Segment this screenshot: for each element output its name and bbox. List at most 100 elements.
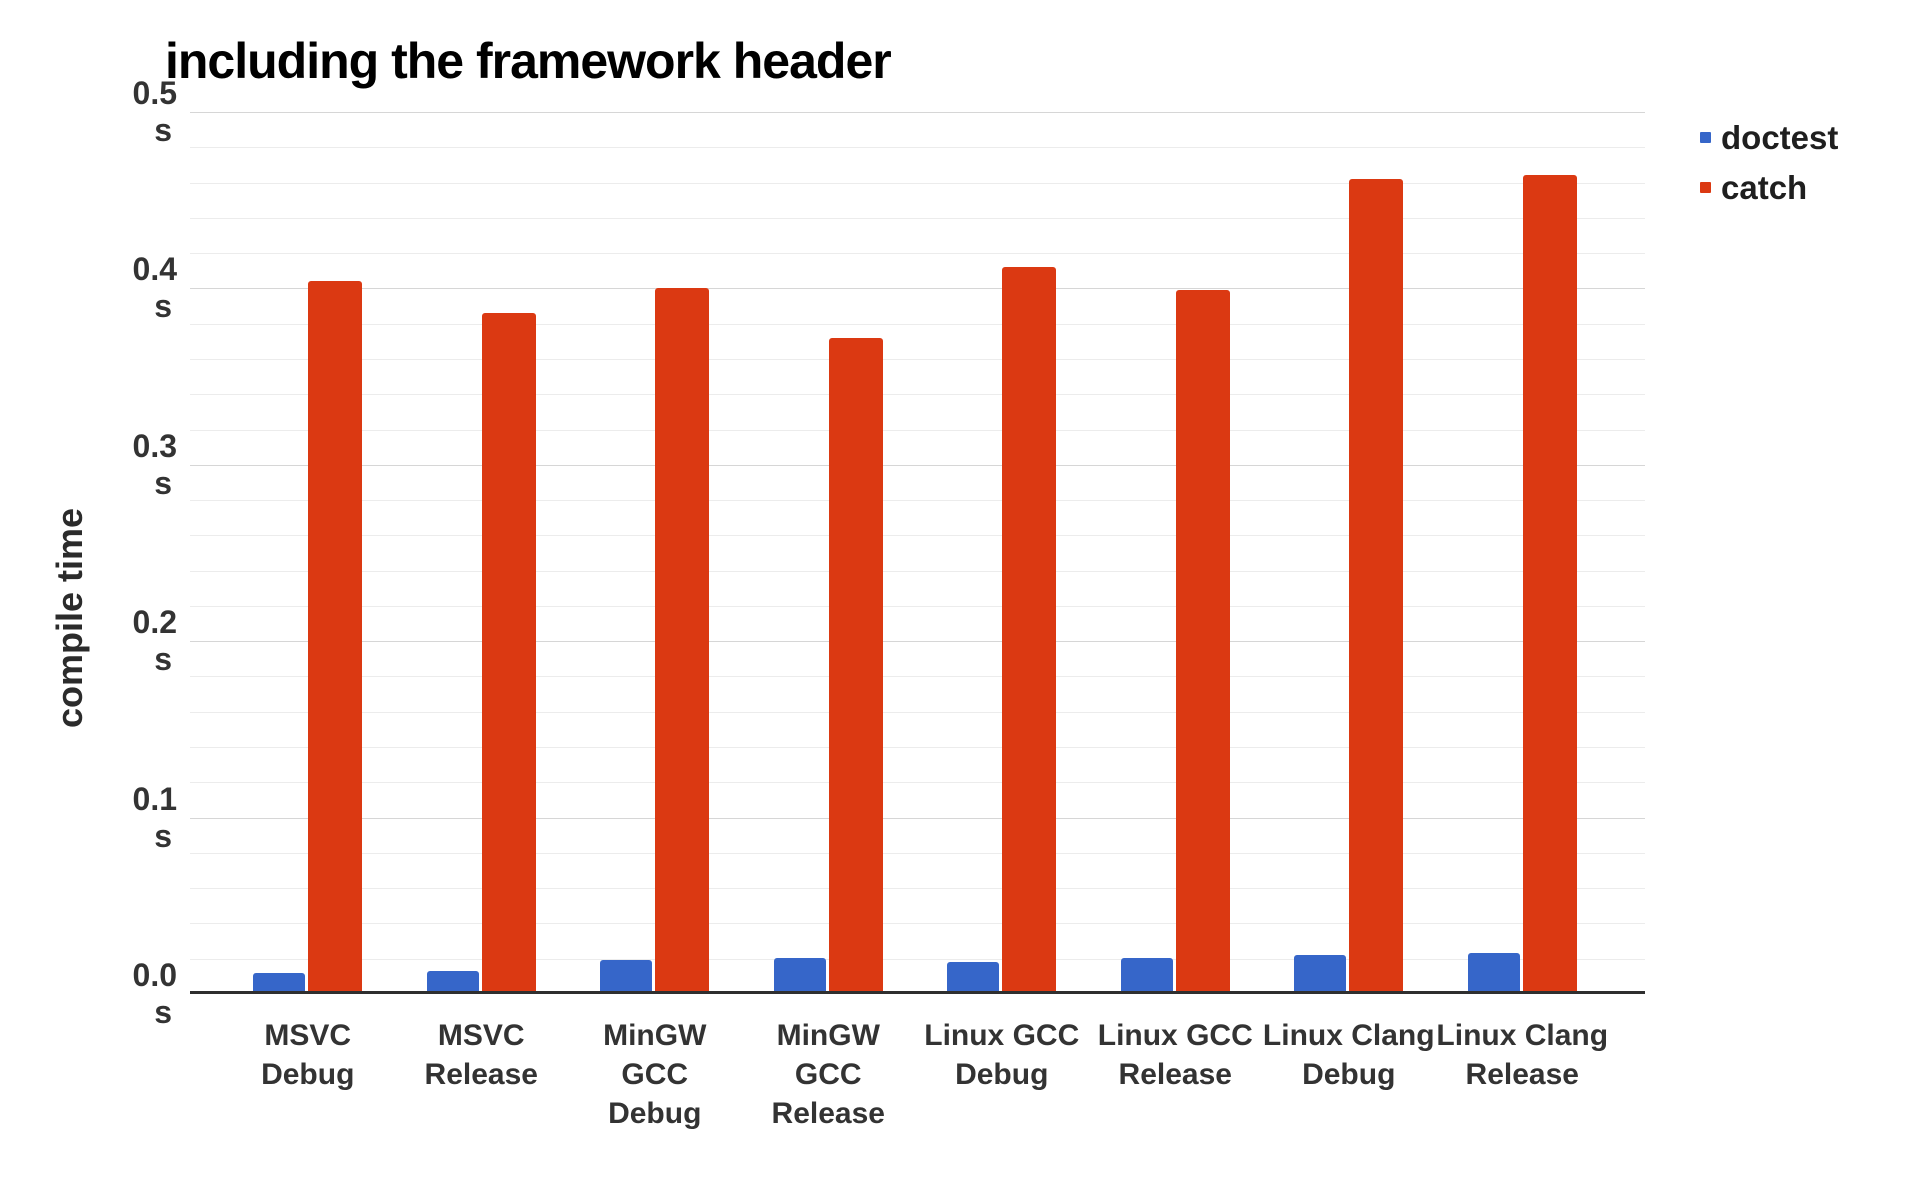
category-label-line: Linux Clang <box>1436 1019 1609 1052</box>
bar-group <box>395 112 569 992</box>
bar-catch <box>1175 289 1230 992</box>
category-label-line: Debug <box>608 1097 702 1130</box>
minor-gridline <box>190 711 1645 713</box>
minor-gridline <box>190 676 1645 678</box>
bar-group <box>568 112 742 992</box>
major-gridline <box>190 641 1645 643</box>
minor-gridline <box>190 570 1645 572</box>
bar-group <box>1262 112 1436 992</box>
plot-area <box>190 112 1645 994</box>
legend: doctest catch <box>1700 118 1838 218</box>
y-tick-label: 0.1 s <box>40 781 177 855</box>
bar-catch <box>828 337 883 992</box>
major-gridline <box>190 817 1645 819</box>
minor-gridline <box>190 429 1645 431</box>
bars-row <box>190 112 1645 992</box>
category-label: MinGW GCC Debug <box>568 1016 742 1133</box>
minor-gridline <box>190 182 1645 184</box>
y-tick-unit: s <box>154 288 172 325</box>
bar-group <box>221 112 395 992</box>
y-tick-label: 0.0 s <box>40 957 177 1031</box>
legend-item: catch <box>1700 168 1838 208</box>
category-label-line: Linux GCC <box>1097 1019 1253 1052</box>
y-tick-unit: s <box>154 641 172 678</box>
legend-swatch-catch <box>1700 182 1711 193</box>
bar-doctest <box>426 970 479 992</box>
y-tick-value: 0.3 <box>132 427 177 464</box>
minor-gridline <box>190 253 1645 255</box>
minor-gridline <box>190 747 1645 749</box>
y-tick-label: 0.5 s <box>40 75 177 149</box>
minor-gridline <box>190 535 1645 537</box>
category-label-line: Release <box>1118 1058 1232 1091</box>
minor-gridline <box>190 605 1645 607</box>
bar-doctest <box>773 958 826 992</box>
y-tick-label: 0.4 s <box>40 251 177 325</box>
category-label-line: MinGW GCC <box>603 1019 707 1091</box>
bar-group <box>1436 112 1610 992</box>
chart-title: including the framework header <box>165 33 892 89</box>
bar-catch <box>655 288 710 992</box>
y-tick-unit: s <box>154 817 172 854</box>
minor-gridline <box>190 923 1645 925</box>
bar-catch <box>1002 267 1057 992</box>
category-label: MinGW GCC Release <box>742 1016 916 1133</box>
bar-catch <box>308 281 363 992</box>
category-label-line: Debug <box>1302 1058 1396 1091</box>
category-label-line: MSVC <box>437 1019 525 1052</box>
minor-gridline <box>190 888 1645 890</box>
x-axis-labels: MSVC Debug MSVC Release MinGW GCC Debug MinGW … <box>190 1016 1645 1133</box>
bar-doctest <box>600 960 653 992</box>
legend-label: doctest <box>1721 119 1839 156</box>
bar-doctest <box>1294 954 1347 992</box>
y-tick-value: 0.5 <box>132 75 177 111</box>
bar-catch <box>481 312 536 992</box>
y-tick-value: 0.0 <box>132 957 177 993</box>
category-label-line: Linux Clang <box>1262 1019 1435 1052</box>
bar-group <box>915 112 1089 992</box>
bar-doctest <box>947 962 1000 992</box>
category-label-line: Linux GCC <box>924 1019 1080 1052</box>
bar-doctest <box>1467 953 1520 992</box>
legend-label: catch <box>1721 169 1808 206</box>
minor-gridline <box>190 323 1645 325</box>
category-label: Linux GCC Release <box>1089 1016 1263 1133</box>
y-tick-value: 0.4 <box>132 251 177 288</box>
category-label-line: Debug <box>261 1058 355 1091</box>
minor-gridline <box>190 394 1645 396</box>
major-gridline <box>190 464 1645 466</box>
legend-swatch-doctest <box>1700 132 1711 143</box>
category-label-line: Release <box>771 1097 885 1130</box>
y-tick-value: 0.1 <box>132 780 177 817</box>
major-gridline <box>190 112 1645 113</box>
y-tick-unit: s <box>154 994 172 1030</box>
category-label: Linux GCC Debug <box>915 1016 1089 1133</box>
bar-doctest <box>1120 958 1173 992</box>
category-label: Linux Clang Release <box>1436 1016 1610 1133</box>
minor-gridline <box>190 217 1645 219</box>
category-label-line: Release <box>1465 1058 1579 1091</box>
legend-item: doctest <box>1700 118 1838 158</box>
y-tick-unit: s <box>154 464 172 501</box>
category-label: Linux Clang Debug <box>1262 1016 1436 1133</box>
bar-doctest <box>253 972 306 992</box>
category-label-line: Release <box>424 1058 538 1091</box>
y-tick-label: 0.3 s <box>40 428 177 502</box>
category-label-line: Debug <box>955 1058 1049 1091</box>
x-axis-line <box>190 991 1645 994</box>
category-label: MSVC Release <box>395 1016 569 1133</box>
category-label: MSVC Debug <box>221 1016 395 1133</box>
bar-catch <box>1522 175 1577 992</box>
y-tick-value: 0.2 <box>132 604 177 641</box>
bar-group <box>742 112 916 992</box>
minor-gridline <box>190 782 1645 784</box>
minor-gridline <box>190 500 1645 502</box>
bar-catch <box>1349 178 1404 992</box>
y-tick-label: 0.2 s <box>40 604 177 678</box>
y-tick-unit: s <box>154 112 172 148</box>
category-label-line: MinGW GCC <box>776 1019 880 1091</box>
minor-gridline <box>190 147 1645 149</box>
minor-gridline <box>190 958 1645 960</box>
minor-gridline <box>190 852 1645 854</box>
major-gridline <box>190 288 1645 290</box>
